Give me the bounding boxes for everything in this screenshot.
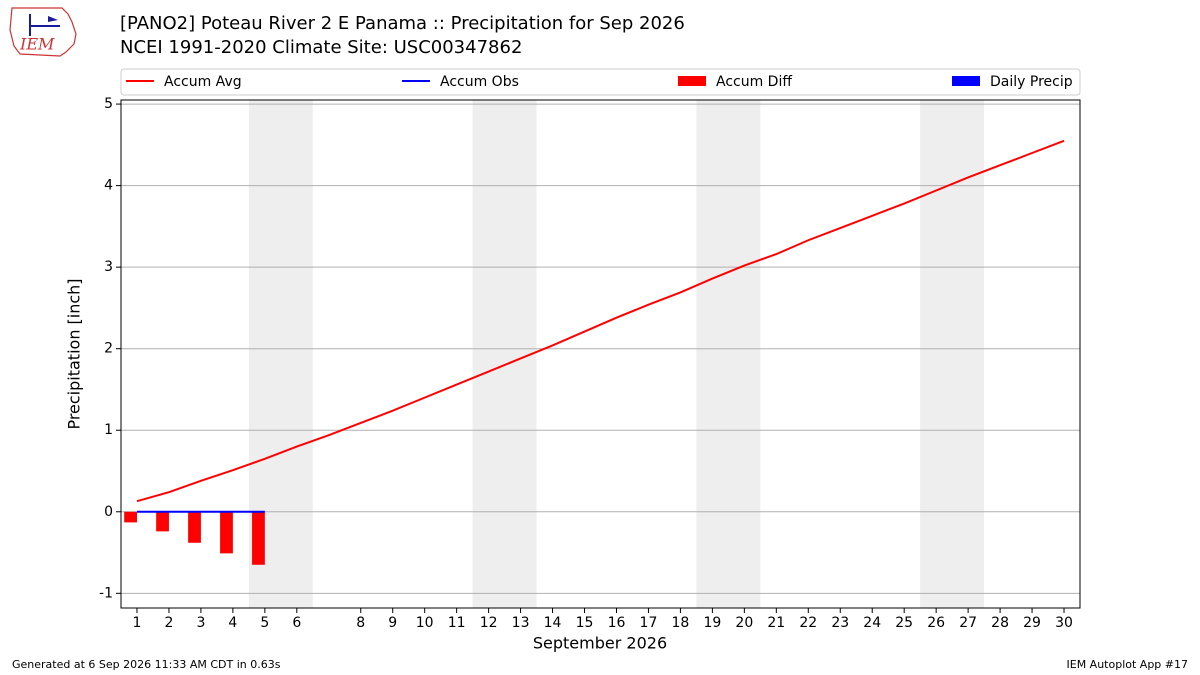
legend-label: Accum Avg [164,74,242,90]
x-tick-label: 1 [133,615,142,631]
x-tick-label: 25 [895,615,913,631]
x-tick-label: 24 [863,615,881,631]
y-tick-label: 4 [104,178,113,194]
x-tick-label: 5 [260,615,269,631]
legend-box [120,68,1081,96]
y-tick-label: 3 [104,259,113,275]
x-tick-label: 23 [831,615,849,631]
x-tick-label: 20 [735,615,753,631]
y-tick-label: 2 [104,341,113,357]
x-tick-label: 2 [164,615,173,631]
x-tick-label: 6 [292,615,301,631]
bar [188,511,201,543]
legend-label: Daily Precip [990,74,1073,90]
footer-right: IEM Autoplot App #17 [1067,658,1189,671]
x-tick-label: 8 [356,615,365,631]
x-tick-label: 28 [991,615,1009,631]
x-tick-label: 21 [767,615,785,631]
bar [156,511,169,532]
x-tick-label: 16 [608,615,626,631]
chart-subtitle: NCEI 1991-2020 Climate Site: USC00347862 [120,37,522,58]
x-tick-label: 9 [388,615,397,631]
x-tick-label: 18 [672,615,690,631]
x-tick-label: 30 [1055,615,1073,631]
logo [9,7,77,57]
footer-left: Generated at 6 Sep 2026 11:33 AM CDT in … [12,658,281,671]
y-tick-label: 5 [104,96,113,112]
legend-swatch [678,76,706,86]
x-tick-label: 12 [480,615,498,631]
weekend-band [920,100,985,608]
weekend-band [472,100,537,608]
x-tick-label: 11 [448,615,466,631]
legend-label: Accum Obs [440,74,519,90]
x-tick-label: 14 [544,615,562,631]
bar [252,511,265,565]
chart-title: [PANO2] Poteau River 2 E Panama :: Preci… [120,13,685,34]
x-tick-label: 22 [799,615,817,631]
series-line [136,139,1065,503]
x-axis-label: September 2026 [533,634,667,653]
logo-text: IEM [19,35,55,54]
weekend-band [696,100,761,608]
x-tick-label: 19 [703,615,721,631]
x-tick-label: 15 [576,615,594,631]
legend-swatch [952,76,980,86]
x-tick-label: 4 [228,615,237,631]
x-tick-label: 17 [640,615,658,631]
x-tick-label: 3 [196,615,205,631]
x-tick-label: 29 [1023,615,1041,631]
x-tick-label: 13 [512,615,530,631]
x-tick-label: 10 [416,615,434,631]
y-tick-label: 1 [104,422,113,438]
x-tick-label: 27 [959,615,977,631]
bar [220,511,233,554]
legend-label: Accum Diff [716,74,792,90]
y-tick-label: 0 [104,504,113,520]
y-axis-label: Precipitation [inch] [65,278,84,429]
y-tick-label: -1 [99,585,113,601]
bar [124,511,137,523]
x-tick-label: 26 [927,615,945,631]
plot-frame [120,99,1081,609]
